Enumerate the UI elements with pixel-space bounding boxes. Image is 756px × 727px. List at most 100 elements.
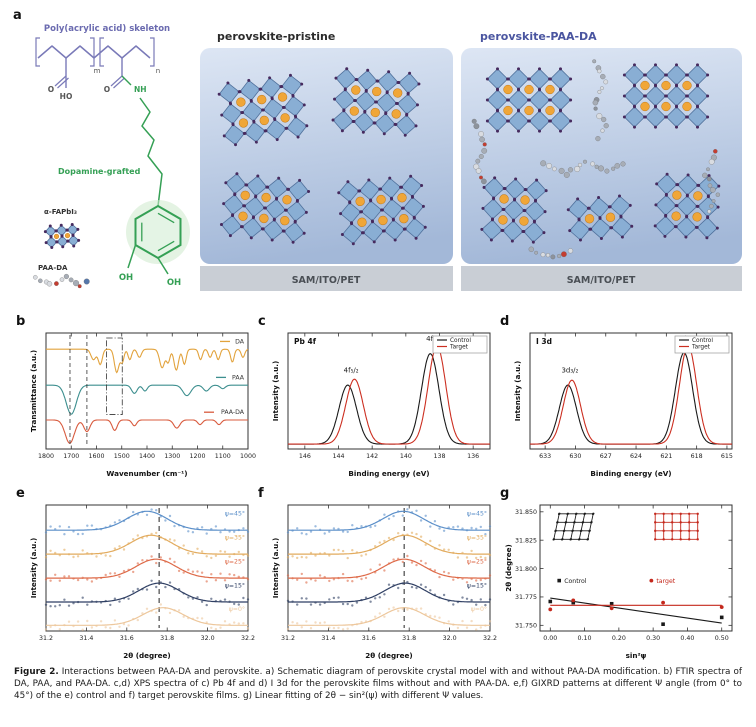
iodide-atom: [256, 174, 260, 178]
fa-cation: [499, 194, 509, 204]
x-tick-label: 1400: [139, 453, 155, 460]
panel-a-illustration: a Poly(acrylic acid) skeleton perovskite…: [13, 8, 742, 291]
data-point: [332, 578, 336, 581]
circle-shape: [688, 529, 691, 533]
data-point: [58, 525, 61, 528]
legend-marker: [649, 578, 654, 583]
data-point: [104, 554, 107, 557]
data-point: [90, 626, 94, 629]
iodide-atom: [706, 73, 710, 77]
x-tick-label: 31.4: [79, 635, 93, 642]
iodide-atom: [222, 134, 226, 138]
target-title: perovskite-PAA-DA: [480, 30, 597, 43]
x-tick-label: 627: [600, 453, 612, 460]
x-tick-label: 630: [569, 453, 581, 460]
data-point: [484, 603, 487, 607]
x-tick-label: 633: [539, 453, 551, 460]
pristine-substrate-bar: [200, 266, 453, 291]
data-point: [49, 525, 52, 528]
x-tick-label: 1600: [88, 453, 104, 460]
iodide-atom: [569, 77, 573, 81]
fit-line: [46, 582, 248, 603]
fa-cation: [520, 195, 530, 205]
fa-cation: [378, 215, 388, 226]
fa-cation: [503, 84, 513, 95]
iodide-atom: [684, 235, 688, 239]
x-tick-label: 31.2: [281, 635, 295, 642]
data-point: [132, 510, 135, 514]
fa-cation: [672, 190, 682, 200]
data-point: [383, 593, 386, 596]
data-point: [164, 585, 167, 589]
molecule-atom: [603, 123, 609, 129]
data-point: [81, 596, 84, 599]
x-tick-label: 1300: [164, 453, 180, 460]
molecule-atom: [614, 163, 621, 169]
data-point: [286, 627, 290, 631]
iodide-atom: [619, 215, 623, 219]
caption-figure-label: Figure 2.: [14, 667, 59, 677]
circle-shape: [566, 512, 569, 516]
iodide-atom: [61, 245, 65, 249]
x-tick-label: 1100: [215, 453, 231, 460]
psi-angle-label: ψ=0°: [471, 605, 487, 613]
panel-a: a Poly(acrylic acid) skeleton perovskite…: [10, 4, 746, 310]
data-point: [242, 527, 245, 530]
data-point: [86, 603, 89, 606]
iodide-atom: [339, 212, 343, 216]
data-point: [479, 555, 482, 559]
x-tick-label: 136: [467, 453, 479, 460]
data-point: [378, 596, 381, 599]
data-point: [305, 597, 308, 600]
data-point: [214, 554, 218, 557]
x-tick-label: 144: [332, 453, 344, 460]
data-point: [392, 606, 395, 609]
iodide-atom: [559, 67, 562, 71]
circle-shape: [557, 512, 561, 516]
molecule-atom: [709, 187, 716, 193]
fa-cation: [259, 213, 269, 224]
data-point: [318, 621, 322, 625]
panel-f-letter: f: [258, 486, 264, 501]
panel-a-letter: a: [13, 8, 22, 23]
iodide-atom: [559, 109, 562, 113]
data-point: [424, 514, 427, 517]
data-point: [475, 556, 478, 560]
data-point: [233, 573, 236, 577]
iodide-atom: [622, 115, 626, 119]
iodide-atom: [254, 140, 258, 144]
molecule-atom: [596, 113, 603, 120]
data-point: [346, 579, 349, 582]
molecule-atom: [603, 79, 609, 85]
data-point: [328, 626, 331, 629]
molecule-atom: [583, 159, 587, 164]
fa-cation: [355, 196, 365, 207]
data-point: [406, 508, 409, 511]
chart-b-container: b 1800 1700 1600 1500 1400 1300 1200 1100 1000 Wa…: [16, 314, 256, 482]
circle-shape: [696, 512, 699, 516]
molecule-atom: [711, 199, 716, 203]
iodide-atom: [517, 129, 520, 133]
x-tick-label: 0.30: [646, 635, 660, 642]
data-point: [484, 556, 487, 560]
iodide-atom: [60, 234, 64, 238]
x-tick-label: 31.4: [321, 635, 335, 642]
x-tick-label: 146: [299, 453, 311, 460]
data-point: [72, 530, 75, 533]
data-point: [76, 620, 80, 623]
data-point: [223, 550, 227, 553]
psi-angle-label: ψ=45°: [467, 510, 487, 518]
data-point: [72, 555, 75, 559]
psi-angle-label: ψ=0°: [229, 605, 245, 613]
iodide-atom: [65, 228, 69, 232]
molecule-atom: [600, 128, 605, 133]
data-point: [81, 549, 84, 552]
iodide-atom: [307, 189, 311, 193]
iodide-atom: [231, 214, 235, 218]
data-point: [387, 583, 391, 586]
iodide-atom: [70, 222, 74, 226]
data-point: [465, 556, 469, 559]
iodide-atom: [501, 228, 505, 232]
data-point: [419, 583, 423, 586]
line-shape: [121, 75, 132, 86]
